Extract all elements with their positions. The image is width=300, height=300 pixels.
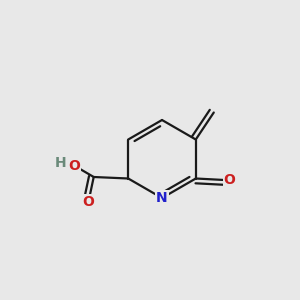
- Text: H: H: [55, 156, 67, 170]
- Text: N: N: [156, 191, 168, 205]
- Text: O: O: [68, 159, 80, 172]
- Text: O: O: [82, 196, 94, 209]
- Text: O: O: [224, 173, 236, 187]
